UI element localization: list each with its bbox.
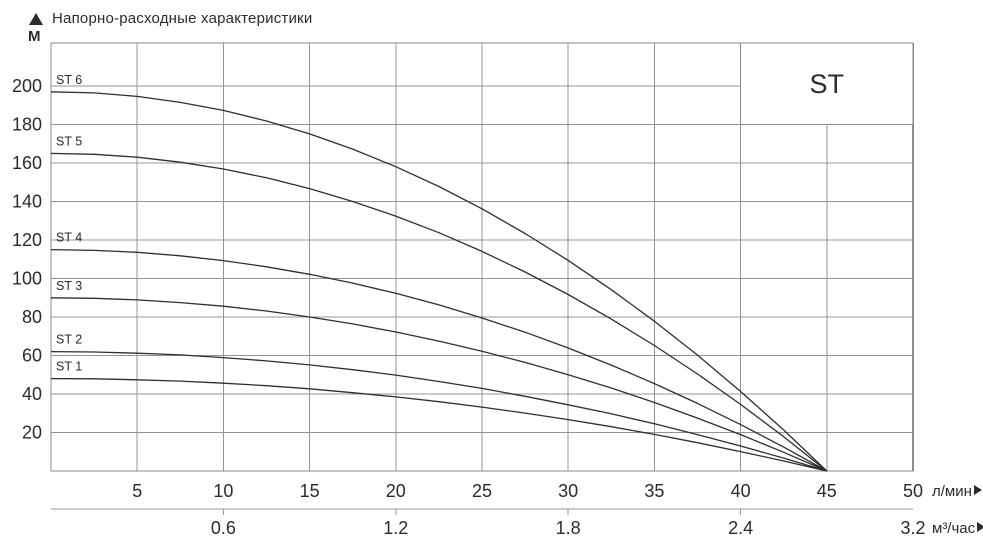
curve-label-st-3: ST 3 [56,279,82,293]
x-tick-40: 40 [731,481,751,501]
y-tick-20: 20 [22,423,42,443]
curve-st-2 [50,350,827,472]
x2-tick-0.6: 0.6 [211,518,236,538]
curve-label-st-4: ST 4 [56,231,82,245]
x-tick-30: 30 [558,481,578,501]
x-axis-unit-arrow-icon [974,485,982,495]
x2-axis-unit-arrow-icon [977,522,983,532]
curve-st-4 [50,248,828,472]
curve-label-st-5: ST 5 [56,134,82,148]
legend-box [740,42,914,125]
curve-label-st-2: ST 2 [56,333,82,347]
x-tick-25: 25 [472,481,492,501]
y-tick-120: 120 [12,230,42,250]
y-axis-unit-label: М [28,28,41,45]
x-tick-15: 15 [300,481,320,501]
y-tick-180: 180 [12,115,42,135]
x2-tick-2.4: 2.4 [728,518,753,538]
y-tick-60: 60 [22,346,42,366]
y-tick-80: 80 [22,307,42,327]
curve-st-6 [50,91,828,472]
y-tick-160: 160 [12,153,42,173]
curve-st-5 [50,152,828,472]
y-tick-100: 100 [12,269,42,289]
x-tick-5: 5 [132,481,142,501]
curve-label-st-6: ST 6 [56,73,82,87]
legend-label: ST [810,69,845,99]
curve-st-1 [50,377,827,472]
x-axis-unit-label: л/мин [932,483,972,500]
x2-tick-1.8: 1.8 [556,518,581,538]
x-tick-45: 45 [817,481,837,501]
chart-title: Напорно-расходные характеристики [52,10,313,27]
y-tick-40: 40 [22,384,42,404]
x2-axis-unit-label: м³/час [932,520,976,537]
y-tick-140: 140 [12,192,42,212]
y-tick-200: 200 [12,76,42,96]
x-tick-20: 20 [386,481,406,501]
y-axis-arrow-icon [29,13,43,25]
curve-st-3 [50,297,828,472]
x-tick-10: 10 [213,481,233,501]
x2-tick-1.2: 1.2 [383,518,408,538]
curve-label-st-1: ST 1 [56,360,82,374]
x2-tick-3.2: 3.2 [900,518,925,538]
x-tick-50: 50 [903,481,923,501]
x-tick-35: 35 [644,481,664,501]
